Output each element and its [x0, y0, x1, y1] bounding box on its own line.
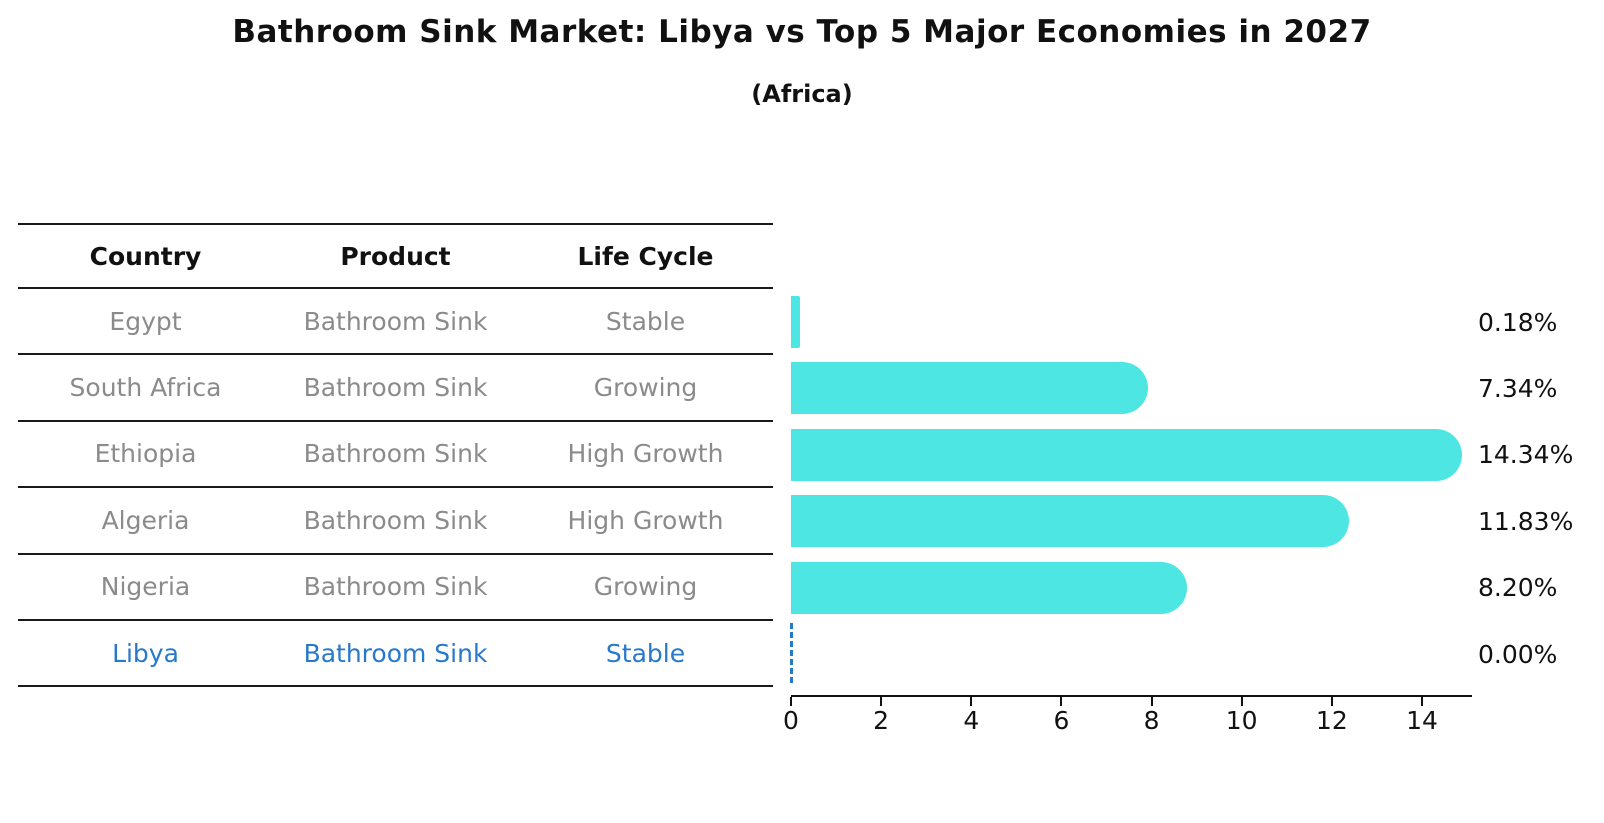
x-tick: [970, 697, 973, 706]
bar-value-label: 0.18%: [1478, 307, 1558, 337]
table-cell-country: Nigeria: [100, 572, 191, 602]
country-table: Country Product Life Cycle Egypt Bathroom…: [18, 223, 773, 688]
table-cell-country: Algeria: [101, 505, 190, 535]
table-cell-country: Ethiopia: [94, 439, 197, 469]
bar-value-label: 0.00%: [1478, 639, 1558, 669]
table-row: Nigeria Bathroom Sink Growing: [18, 555, 773, 621]
bar: [791, 296, 800, 348]
table-cell-life-cycle: Growing: [593, 373, 698, 403]
x-tick: [880, 697, 883, 706]
table-header-product: Product: [340, 241, 451, 271]
bar-value-label: 8.20%: [1478, 573, 1558, 603]
table-cell-country: Egypt: [109, 306, 182, 336]
table-cell-product: Bathroom Sink: [303, 638, 488, 668]
table-header-row: Country Product Life Cycle: [18, 223, 773, 289]
bar: [791, 362, 1148, 415]
x-axis: [791, 695, 1472, 697]
table-rows: Egypt Bathroom Sink Stable South Africa Bath…: [18, 289, 773, 688]
bar-value-label: 14.34%: [1478, 440, 1574, 470]
table-cell-country: Libya: [112, 638, 179, 668]
x-tick-label: 8: [1143, 706, 1160, 735]
table-row: Algeria Bathroom Sink High Growth: [18, 488, 773, 555]
x-tick: [1420, 697, 1423, 706]
bar: [791, 495, 1349, 548]
x-tick-label: 6: [1053, 706, 1070, 735]
x-tick-label: 2: [873, 706, 890, 735]
table-cell-product: Bathroom Sink: [303, 505, 488, 535]
table-cell-life-cycle: Stable: [605, 638, 686, 668]
x-tick-label: 10: [1225, 706, 1258, 735]
table-row: South Africa Bathroom Sink Growing: [18, 355, 773, 422]
x-tick-label: 4: [963, 706, 980, 735]
table-header-country: Country: [89, 241, 202, 271]
table-row: Libya Bathroom Sink Stable: [18, 621, 773, 688]
table-cell-country: South Africa: [69, 373, 222, 403]
chart-subtitle: (Africa): [751, 80, 853, 108]
table-row: Egypt Bathroom Sink Stable: [18, 289, 773, 356]
chart-title: Bathroom Sink Market: Libya vs Top 5 Maj…: [232, 14, 1372, 50]
table-cell-life-cycle: High Growth: [567, 439, 724, 469]
table-cell-product: Bathroom Sink: [303, 572, 488, 602]
x-tick: [1330, 697, 1333, 706]
bar: [791, 561, 1187, 614]
x-tick: [1240, 697, 1243, 706]
bar-value-label: 11.83%: [1478, 506, 1574, 536]
table-cell-product: Bathroom Sink: [303, 439, 488, 469]
table-cell-life-cycle: Stable: [605, 306, 686, 336]
x-tick: [790, 697, 792, 706]
bar-plot-area: [790, 289, 1470, 688]
table-cell-life-cycle: High Growth: [567, 505, 724, 535]
x-tick: [1150, 697, 1153, 706]
x-tick-label: 0: [783, 706, 799, 735]
bar-value-label: 7.34%: [1478, 374, 1558, 404]
table-header-life-cycle: Life Cycle: [577, 241, 714, 271]
table-row: Ethiopia Bathroom Sink High Growth: [18, 422, 773, 489]
table-cell-life-cycle: Growing: [593, 572, 698, 602]
x-tick-label: 14: [1406, 706, 1438, 735]
bar: [791, 428, 1462, 481]
x-tick-label: 12: [1315, 706, 1348, 735]
x-tick: [1060, 697, 1063, 706]
table-cell-product: Bathroom Sink: [303, 373, 488, 403]
table-cell-product: Bathroom Sink: [303, 306, 488, 336]
zero-value-dashed-marker: [790, 623, 793, 683]
